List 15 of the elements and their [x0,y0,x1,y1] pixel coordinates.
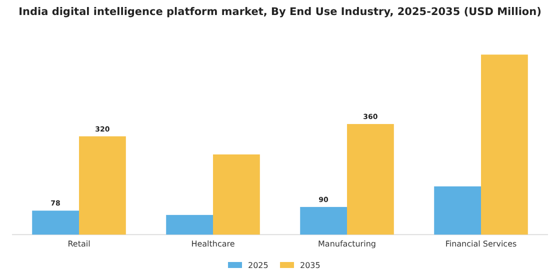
x-tick-label: Manufacturing [318,239,376,248]
x-tick-label: Financial Services [445,239,517,248]
bar [300,206,347,235]
bar [213,154,260,235]
x-tick-label: Retail [68,239,90,248]
bar [347,124,394,235]
legend-label: 2035 [300,261,320,270]
bar [434,186,481,235]
bar [166,214,213,235]
bar [32,210,79,235]
bar [481,54,528,235]
x-tick-label: Healthcare [191,239,235,248]
legend-label: 2025 [248,261,268,270]
bar [79,136,126,235]
chart-title: India digital intelligence platform market, By End Use Industry, 2025-2035 (USD Million) [18,6,542,18]
